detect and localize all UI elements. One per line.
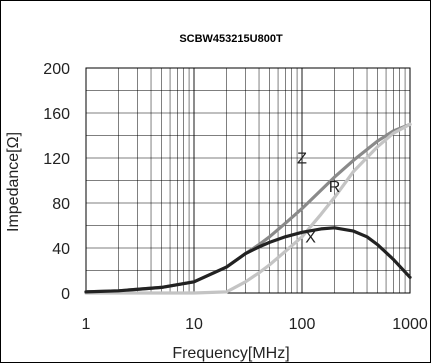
tick-labels: 0 40 80 120 160 200 1 10 100 1000 — [43, 61, 428, 333]
x-tick-label: 1 — [82, 316, 91, 333]
y-axis-label: Impedance[Ω] — [5, 132, 22, 232]
y-tick-label: 40 — [52, 241, 70, 258]
y-tick-label: 80 — [52, 196, 70, 213]
x-axis-label: Frequency[MHz] — [172, 345, 289, 362]
series-r-label: R — [329, 179, 341, 196]
x-tick-label: 10 — [185, 316, 203, 333]
y-tick-label: 120 — [43, 151, 70, 168]
x-tick-label: 100 — [289, 316, 316, 333]
y-tick-label: 200 — [43, 61, 70, 78]
y-tick-label: 160 — [43, 106, 70, 123]
series-z-label: Z — [297, 151, 307, 168]
series-x-label: X — [305, 229, 316, 246]
series-labels: Z R X — [297, 151, 340, 247]
chart-title: SCBW453215U800T — [179, 33, 283, 45]
series-r-line — [84, 122, 412, 295]
plot-border — [85, 67, 411, 294]
grid — [85, 67, 411, 294]
y-tick-label: 0 — [61, 286, 70, 303]
series-z-line — [84, 122, 412, 294]
x-tick-label: 1000 — [392, 316, 428, 333]
series-x-line — [84, 226, 412, 294]
series-lines — [84, 122, 412, 295]
